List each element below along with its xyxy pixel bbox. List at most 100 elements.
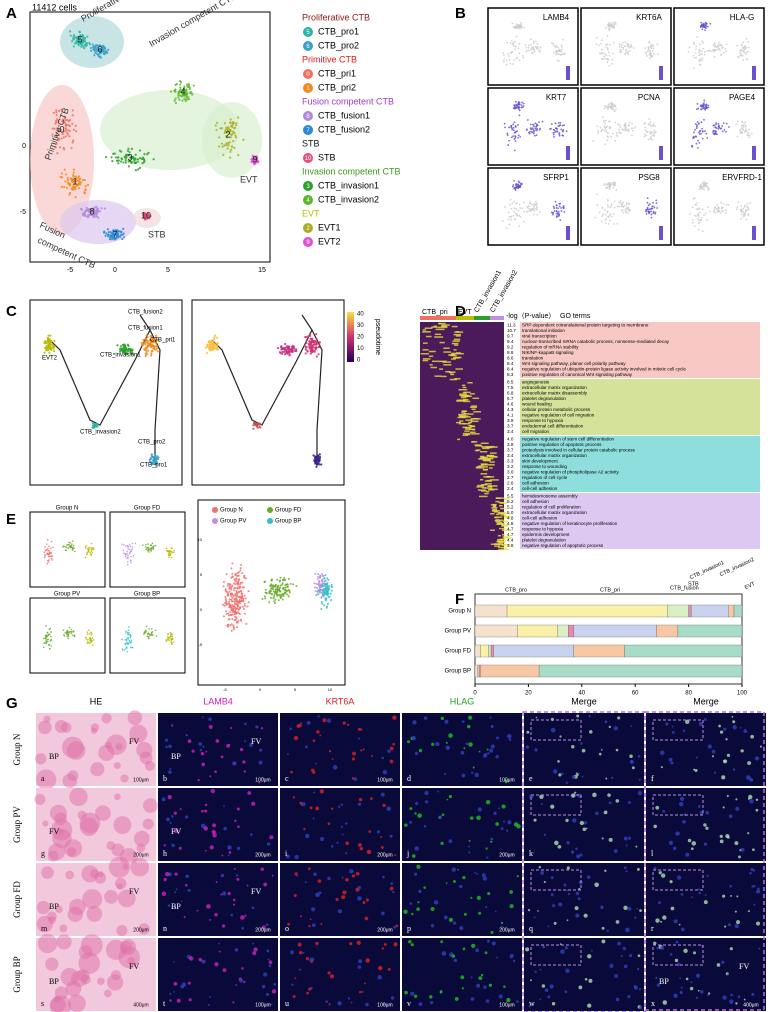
cell-dot <box>655 199 658 202</box>
tissue-spot <box>444 719 449 724</box>
label: Group PV <box>54 592 80 598</box>
cell-dot <box>226 584 229 587</box>
cell-dot <box>222 615 225 618</box>
cell-dot <box>700 216 703 219</box>
tissue-spot <box>672 846 677 851</box>
cell-dot <box>142 343 145 346</box>
cell-dot <box>629 49 631 52</box>
tissue-spot <box>37 933 58 954</box>
heatmap-cell <box>472 397 480 400</box>
cell-dot <box>622 46 625 49</box>
cell-dot <box>93 54 96 57</box>
cell-dot <box>60 185 63 188</box>
tissue-spot <box>116 883 123 890</box>
cell-dot <box>533 202 536 205</box>
label: 200μm <box>499 852 514 858</box>
tissue-spot <box>301 802 306 807</box>
cell-dot <box>516 202 519 205</box>
cell-dot <box>608 185 611 188</box>
cell-dot <box>63 148 66 151</box>
tissue-spot <box>577 897 581 901</box>
cell-dot <box>601 206 604 209</box>
cell-dot <box>533 213 535 216</box>
cell-dot <box>520 106 523 109</box>
cell-dot <box>230 623 233 626</box>
tissue-spot <box>550 876 554 879</box>
cell-dot <box>70 146 73 150</box>
label: o <box>285 924 289 933</box>
cell-dot <box>309 347 312 350</box>
cell-dot <box>72 544 75 547</box>
tissue-spot <box>579 820 585 826</box>
cell-dot <box>508 55 511 57</box>
tissue-spot <box>440 716 445 721</box>
tissue-spot <box>164 738 169 742</box>
heatmap-cell <box>422 359 429 362</box>
cell-dot <box>601 213 604 216</box>
cell-dot <box>73 185 76 189</box>
cell-dot <box>256 159 259 162</box>
tissue-spot <box>571 793 576 798</box>
label: cell-cell adhesion <box>522 515 558 520</box>
cell-dot <box>95 205 98 208</box>
tissue-spot <box>747 910 750 913</box>
cell-dot <box>170 642 173 645</box>
tissue-spot <box>627 906 632 911</box>
tissue-spot <box>67 770 79 782</box>
tissue-spot <box>539 998 542 1001</box>
cell-dot <box>44 340 47 343</box>
cell-dot <box>649 45 652 48</box>
tissue-spot <box>660 873 666 878</box>
cell-dot <box>89 46 93 50</box>
tissue-spot <box>306 991 309 995</box>
cell-dot <box>236 574 239 577</box>
label: BP <box>171 752 181 761</box>
tissue-spot <box>655 976 658 979</box>
cell-dot <box>559 202 562 205</box>
tissue-spot <box>80 934 103 957</box>
cell-dot <box>71 630 73 633</box>
cell-dot <box>705 132 708 135</box>
tissue-spot <box>187 739 192 743</box>
cell-dot <box>604 213 607 216</box>
label: -5 <box>198 642 202 647</box>
cell-dot <box>227 612 230 615</box>
legend-swatch <box>212 507 218 513</box>
tissue-spot <box>615 920 620 924</box>
tissue-spot <box>468 845 471 848</box>
cell-dot <box>609 43 611 46</box>
label: CTB_pro1 <box>140 463 168 469</box>
cell-dot <box>148 628 150 630</box>
heatmap-cell <box>434 375 442 377</box>
heatmap-cell <box>498 504 503 507</box>
cell-dot <box>707 206 710 209</box>
tissue-spot <box>331 758 334 760</box>
cell-dot <box>554 45 557 48</box>
label: 10 <box>305 156 312 162</box>
cell-dot <box>225 602 228 605</box>
cell-dot <box>651 50 654 52</box>
cell-dot <box>228 618 231 621</box>
label: E <box>6 511 16 528</box>
label: 20 <box>525 691 532 697</box>
cell-dot <box>621 128 624 131</box>
cell-dot <box>120 157 123 160</box>
tissue-spot <box>394 854 397 857</box>
tissue-spot <box>266 842 271 846</box>
tissue-spot <box>526 730 530 734</box>
tissue-spot <box>249 833 253 836</box>
label: 100μm <box>255 1002 270 1008</box>
cell-dot <box>70 628 73 631</box>
cell-dot <box>608 29 611 32</box>
tissue-spot <box>415 801 419 806</box>
cell-dot <box>624 210 627 212</box>
tissue-spot <box>566 889 568 892</box>
tissue-spot <box>235 984 238 987</box>
cell-dot <box>119 345 122 348</box>
tissue-spot <box>347 997 351 1000</box>
tissue-spot <box>214 770 217 773</box>
tissue-spot <box>113 761 121 769</box>
tissue-spot <box>358 990 362 994</box>
tissue-spot <box>682 729 686 732</box>
tissue-spot <box>234 819 237 823</box>
